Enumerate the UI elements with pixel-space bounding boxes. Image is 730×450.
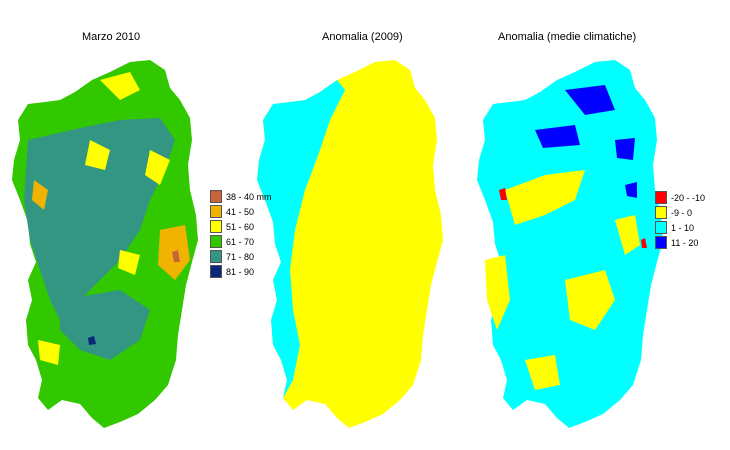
legend-swatch <box>655 206 667 219</box>
legend-item: 41 - 50 <box>210 204 272 219</box>
panel-title-marzo-2010: Marzo 2010 <box>82 31 141 43</box>
legend-swatch <box>210 220 222 233</box>
legend-marzo-2010: 38 - 40 mm 41 - 50 51 - 60 61 - 70 71 - … <box>210 189 272 279</box>
legend-label: 1 - 10 <box>671 222 695 233</box>
legend-item: 11 - 20 <box>655 235 705 250</box>
legend-swatch <box>210 250 222 263</box>
legend-item: 38 - 40 mm <box>210 189 272 204</box>
legend-swatch <box>210 205 222 218</box>
legend-swatch <box>210 190 222 203</box>
legend-item: 51 - 60 <box>210 219 272 234</box>
legend-label: 38 - 40 mm <box>226 191 272 202</box>
legend-swatch <box>655 191 667 204</box>
legend-label: 61 - 70 <box>226 236 255 247</box>
legend-label: -9 - 0 <box>671 207 693 218</box>
legend-item: -20 - -10 <box>655 190 705 205</box>
legend-label: 41 - 50 <box>226 206 255 217</box>
legend-item: 1 - 10 <box>655 220 705 235</box>
legend-label: 81 - 90 <box>226 266 255 277</box>
legend-item: 71 - 80 <box>210 249 272 264</box>
legend-label: 71 - 80 <box>226 251 255 262</box>
legend-swatch <box>655 236 667 249</box>
legend-item: 81 - 90 <box>210 264 272 279</box>
map-anomalia-2009 <box>257 60 443 428</box>
legend-swatch <box>210 235 222 248</box>
legend-anomalia-medie: -20 - -10 -9 - 0 1 - 10 11 - 20 <box>655 190 705 250</box>
legend-label: 11 - 20 <box>671 237 699 248</box>
map-anomalia-medie <box>477 60 663 428</box>
panel-title-anomalia-medie: Anomalia (medie climatiche) <box>498 31 637 43</box>
legend-label: -20 - -10 <box>671 192 706 203</box>
legend-label: 51 - 60 <box>226 221 255 232</box>
panel-title-anomalia-2009: Anomalia (2009) <box>322 31 403 43</box>
legend-swatch <box>655 221 667 234</box>
legend-item: 61 - 70 <box>210 234 272 249</box>
legend-swatch <box>210 265 222 278</box>
legend-item: -9 - 0 <box>655 205 705 220</box>
map-marzo-2010 <box>12 60 198 428</box>
